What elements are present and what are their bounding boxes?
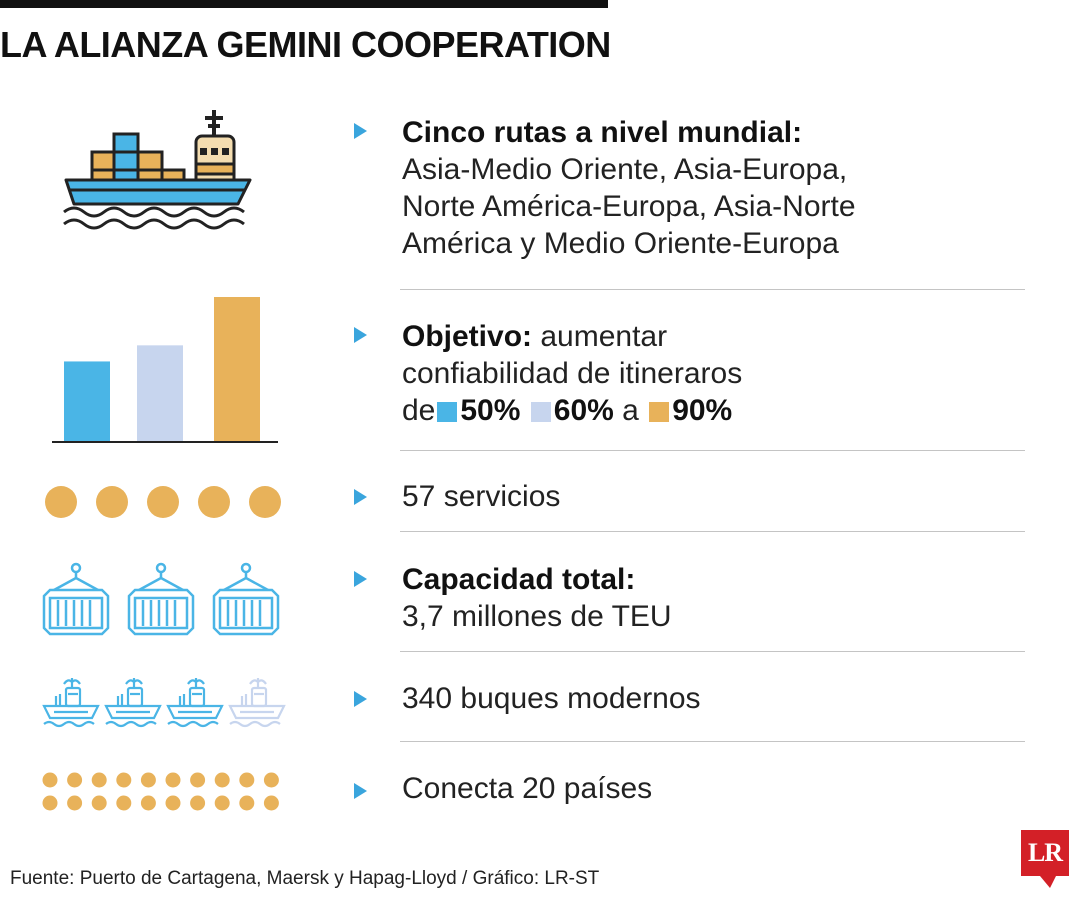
page-title: LA ALIANZA GEMINI COOPERATION xyxy=(0,24,611,65)
objective-mid: a xyxy=(622,394,639,427)
country-dot xyxy=(116,772,132,788)
bar-50 xyxy=(64,361,110,442)
country-dot xyxy=(42,772,58,788)
objective-text: aumentar xyxy=(532,320,668,353)
country-dot xyxy=(140,772,156,788)
value-60: 60% xyxy=(553,394,614,427)
routes-heading: Cinco rutas a nivel mundial: xyxy=(402,116,803,149)
divider xyxy=(400,741,1025,742)
bullet-arrow-icon xyxy=(354,489,367,505)
routes-line-1: Asia-Medio Oriente, Asia-Europa, xyxy=(402,153,848,186)
country-dot xyxy=(239,795,255,811)
services-text: 57 servicios xyxy=(402,480,561,513)
lr-logo-tail xyxy=(1040,876,1056,888)
bar-60 xyxy=(137,345,183,442)
country-dot xyxy=(190,772,206,788)
bullet-arrow-icon xyxy=(354,571,367,587)
capacity-heading: Capacidad total: xyxy=(402,563,636,596)
dots-icon xyxy=(42,772,279,811)
country-dot xyxy=(91,772,107,788)
value-90: 90% xyxy=(672,394,733,427)
bullet-arrow-icon xyxy=(354,123,367,139)
bullet-arrow-icon xyxy=(354,783,367,799)
objective-line-2: confiabilidad de itineraros xyxy=(402,357,743,390)
lr-logo: LR xyxy=(1021,830,1069,876)
divider xyxy=(400,450,1025,451)
bullet-arrow-icon xyxy=(354,327,367,343)
country-dot xyxy=(190,795,206,811)
container-icon xyxy=(42,562,280,636)
countries-text: Conecta 20 países xyxy=(402,772,653,805)
container-ship-icon xyxy=(63,110,252,230)
country-dot xyxy=(263,795,279,811)
country-dot xyxy=(214,772,230,788)
country-dot xyxy=(165,795,181,811)
bar-90 xyxy=(214,297,260,442)
country-dot xyxy=(42,795,58,811)
routes-line-3: América y Medio Oriente-Europa xyxy=(402,227,839,260)
divider xyxy=(400,289,1025,290)
country-dot xyxy=(67,795,83,811)
value-50: 50% xyxy=(460,394,521,427)
country-dot xyxy=(165,772,181,788)
country-dot xyxy=(140,795,156,811)
objective-prefix: de xyxy=(402,394,436,427)
objective-heading: Objetivo: xyxy=(402,320,533,353)
bullet-arrow-icon xyxy=(354,691,367,707)
capacity-value: 3,7 millones de TEU xyxy=(402,600,672,633)
country-dot xyxy=(214,795,230,811)
source-note: Fuente: Puerto de Cartagena, Maersk y Ha… xyxy=(10,868,600,889)
country-dot xyxy=(263,772,279,788)
legend-swatch-blue xyxy=(437,402,458,422)
country-dot xyxy=(239,772,255,788)
bar-chart-icon xyxy=(52,297,278,443)
dots-icon xyxy=(45,486,281,518)
country-dot xyxy=(116,795,132,811)
country-dot xyxy=(67,772,83,788)
routes-line-2: Norte América-Europa, Asia-Norte xyxy=(402,190,856,223)
top-rule xyxy=(0,0,608,8)
country-dot xyxy=(91,795,107,811)
legend-swatch-light-blue xyxy=(530,402,551,422)
divider xyxy=(400,531,1025,532)
ship-icon xyxy=(42,676,286,728)
ships-text: 340 buques modernos xyxy=(402,682,701,715)
divider xyxy=(400,651,1025,652)
legend-swatch-gold xyxy=(649,402,670,422)
